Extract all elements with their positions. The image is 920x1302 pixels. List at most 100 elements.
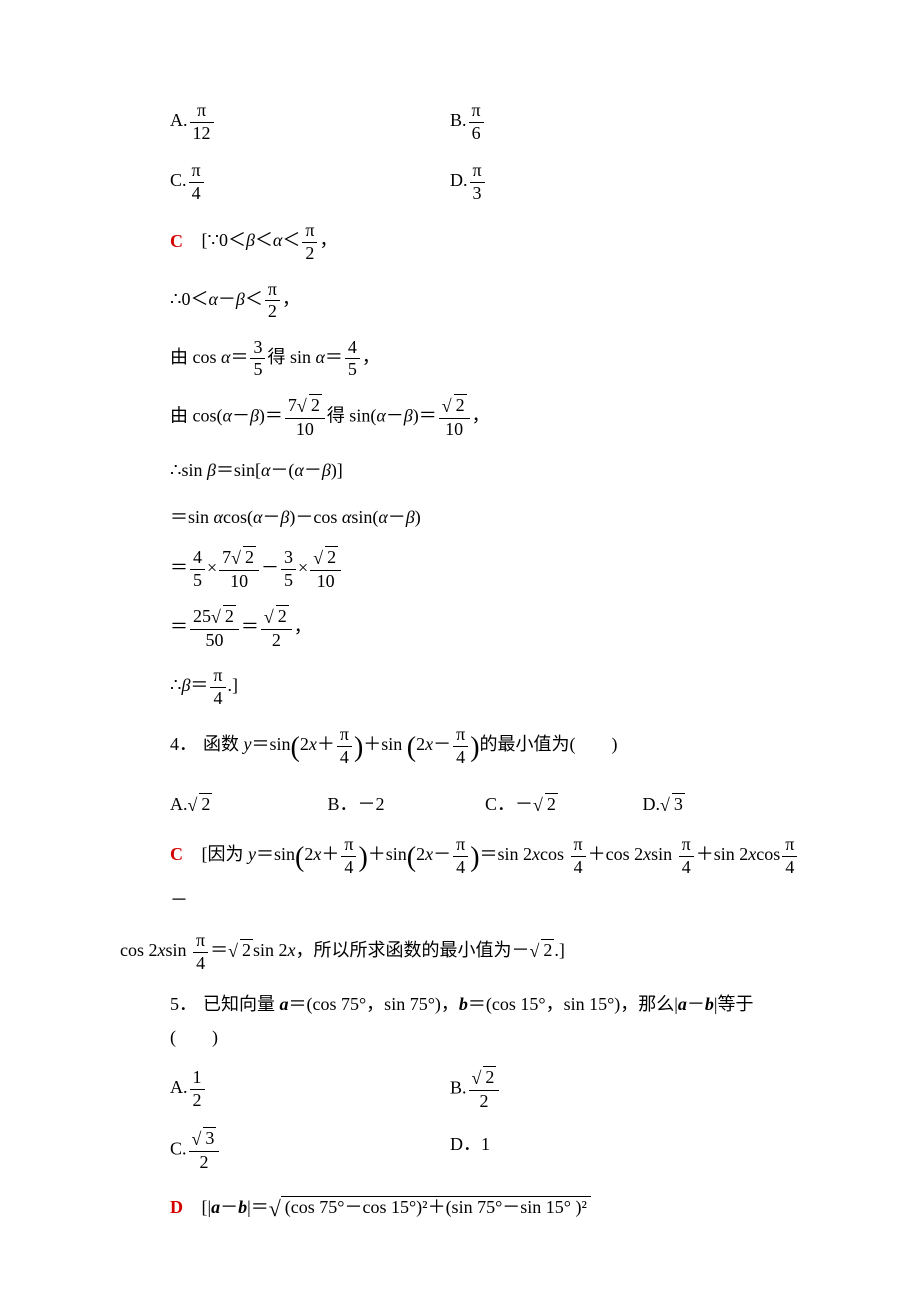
frac-den: 2: [302, 243, 317, 265]
question-number: 5．: [170, 994, 197, 1014]
var: α: [294, 460, 303, 480]
text: －: [170, 890, 188, 910]
text: －: [433, 734, 451, 754]
frac-den: 4: [189, 183, 204, 205]
q4-stem: 4．函数 y＝sin(2x＋π4)＋sin (2x－π4)的最小值为( ): [170, 723, 800, 773]
q3-option-c: C.π4: [170, 160, 450, 204]
frac-num: π: [189, 160, 204, 183]
q5-stem: 5．已知向量 a＝(cos 75°，sin 75°)，b＝(cos 15°，si…: [170, 988, 800, 1053]
var: y: [248, 844, 256, 864]
frac-num: √2: [310, 547, 341, 571]
q4-answer-line1: C [因为 y＝sin(2x＋π4)＋sin(2x－π4)＝sin 2xcos …: [170, 833, 800, 916]
q3-sol-line2: ∴0＜α－β＜π2，: [170, 279, 800, 323]
q5-options-ab: A.12 B.√22: [170, 1067, 800, 1112]
var: α: [376, 406, 385, 426]
text: ，: [319, 231, 337, 251]
var: x: [309, 734, 317, 754]
text: .]: [228, 676, 239, 696]
frac-den: 5: [345, 359, 360, 381]
frac-den: 10: [285, 419, 325, 441]
text: )－cos: [289, 507, 342, 527]
text: |＝: [247, 1197, 269, 1217]
frac-num: 4: [345, 337, 360, 360]
vector: a: [211, 1197, 220, 1217]
q3-sol-line5: ∴sin β＝sin[α－(α－β)]: [170, 454, 800, 486]
var: α: [261, 460, 270, 480]
frac-den: 10: [310, 571, 341, 593]
q3-sol-line9: ∴β＝π4.]: [170, 665, 800, 709]
q3-sol-line3: 由 cos α＝35得 sin α＝45，: [170, 337, 800, 381]
frac-den: 12: [190, 123, 214, 145]
vector: b: [705, 994, 714, 1014]
q3-sol-line7: ＝45×7√210－35×√210: [170, 547, 800, 592]
option-label: B．－2: [328, 794, 385, 814]
text: cos: [540, 844, 569, 864]
text: －: [262, 507, 280, 527]
frac-den: 4: [453, 747, 468, 769]
text: 2: [416, 734, 425, 754]
text: ＋: [317, 734, 335, 754]
var: α: [273, 231, 282, 251]
text: sin 2: [253, 940, 288, 960]
frac-den: 10: [219, 571, 259, 593]
var: α: [214, 507, 223, 527]
var: y: [244, 734, 252, 754]
var: x: [532, 844, 540, 864]
frac-num: π: [302, 220, 317, 243]
vector: a: [678, 994, 687, 1014]
q3-sol-line4: 由 cos(α－β)＝7√210得 sin(α－β)＝√210，: [170, 395, 800, 440]
var: β: [236, 289, 245, 309]
q3-options-cd: C.π4 D.π3: [170, 160, 800, 204]
var: α: [223, 406, 232, 426]
q4-option-d: D.√3: [643, 788, 801, 821]
text: 由 cos(: [170, 406, 223, 426]
option-label: C.: [170, 170, 187, 190]
text: ∴0＜: [170, 289, 208, 309]
text: ＝(cos 15°，sin 15°)，那么|: [468, 994, 678, 1014]
frac-num: √3: [189, 1128, 220, 1152]
text: ＝: [170, 617, 188, 637]
text: 由 cos: [170, 347, 221, 367]
vector: b: [238, 1197, 247, 1217]
sqrt-val: 2: [541, 939, 554, 960]
var: α: [378, 507, 387, 527]
q4-options: A.√2 B．－2 C．－√2 D.√3: [170, 788, 800, 821]
question-number: 4．: [170, 734, 197, 754]
text: ∴sin: [170, 460, 207, 480]
q3-option-b: B.π6: [450, 100, 800, 144]
text: ＝: [230, 347, 248, 367]
sqrt-val: 2: [545, 793, 558, 814]
text: ＝: [325, 347, 343, 367]
option-label: D.: [643, 794, 661, 814]
text: －: [261, 558, 279, 578]
text: ): [415, 507, 421, 527]
frac-den: 4: [193, 953, 208, 975]
text: ，: [294, 617, 312, 637]
var: α: [253, 507, 262, 527]
text: －: [388, 507, 406, 527]
option-label: A.: [170, 110, 188, 130]
q3-options-ab: A.π12 B.π6: [170, 100, 800, 144]
frac-num: 7√2: [285, 395, 325, 419]
text: －: [220, 1197, 238, 1217]
q3-option-d: D.π3: [450, 160, 800, 204]
frac-den: 4: [782, 857, 797, 879]
text: cos 2: [120, 940, 158, 960]
frac-num: 3: [250, 337, 265, 360]
frac-den: 4: [341, 857, 356, 879]
q4-sol-line2: cos 2xsin π4＝√2sin 2x，所以所求函数的最小值为－√2.]: [120, 930, 800, 974]
frac-num: π: [470, 160, 485, 183]
text: [因为: [202, 844, 249, 864]
text: 2: [300, 734, 309, 754]
text: ＝sin[: [216, 460, 261, 480]
answer-letter: C: [170, 231, 183, 251]
option-label: D．1: [450, 1134, 490, 1154]
text: ∴: [170, 676, 181, 696]
frac-num: 7√2: [219, 547, 259, 571]
text: .]: [554, 940, 565, 960]
var: x: [643, 844, 651, 864]
text: ×: [298, 558, 308, 578]
var: α: [342, 507, 351, 527]
q4-option-a: A.√2: [170, 788, 328, 821]
frac-den: 4: [571, 857, 586, 879]
